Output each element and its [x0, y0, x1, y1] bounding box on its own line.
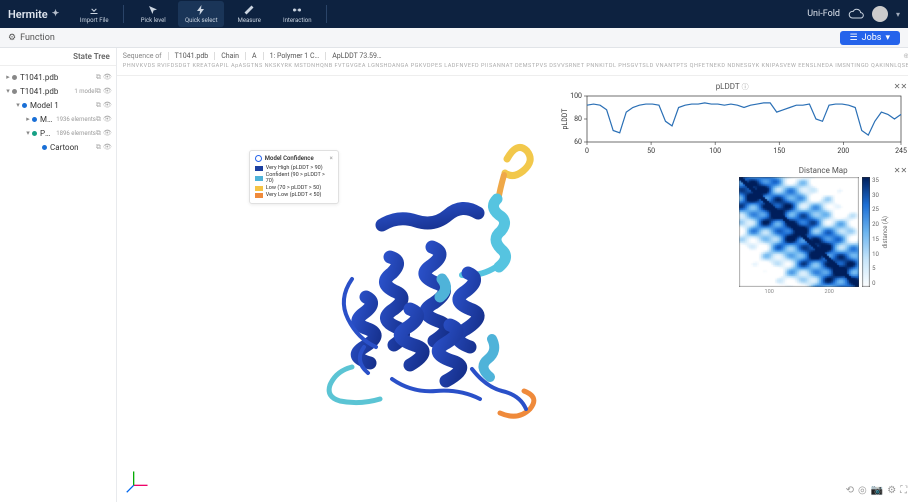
plddt-chart: 60 80 100 0 50 100 150 200 245 pLDDT [557, 92, 907, 156]
tree-node[interactable]: ▾Model 1⧉👁 [0, 98, 116, 112]
avatar[interactable] [872, 6, 888, 22]
seq-crumb-1[interactable]: Chain [214, 52, 239, 60]
tree-node[interactable]: Cartoon⧉👁 [0, 140, 116, 154]
measure-button[interactable]: Measure [226, 1, 272, 27]
svg-text:150: 150 [774, 147, 786, 155]
legend-row: Low (70 > pLDDT > 50) [255, 185, 333, 191]
sequence-label: Sequence of [123, 52, 162, 60]
seq-crumb-3[interactable]: 1: Polymer 1 C… [263, 52, 320, 60]
radio-icon [255, 155, 262, 162]
import-file-button[interactable]: Import File [71, 1, 117, 27]
cursor-icon [147, 4, 159, 16]
settings-icon[interactable]: ⚙ [887, 485, 896, 496]
colorbar-label: distance (Å) [882, 216, 889, 248]
toolbar-group: Import File Pick level Quick select Meas… [71, 1, 331, 27]
function-icon: ⚙ [8, 33, 16, 43]
top-toolbar: Hermite ✦ Import File Pick level Quick s… [0, 0, 908, 28]
svg-text:100: 100 [709, 147, 721, 155]
info-icon[interactable]: ⓘ [742, 83, 749, 91]
legend-close-icon[interactable]: × [330, 155, 333, 162]
svg-text:100: 100 [570, 92, 582, 100]
bolt-icon [195, 4, 207, 16]
legend-row: Confident (90 > pLDDT > 70) [255, 172, 333, 184]
svg-text:50: 50 [647, 147, 655, 155]
svg-text:80: 80 [574, 115, 582, 123]
list-icon: ☰ [850, 33, 858, 43]
fullscreen-icon[interactable]: ⛶ [900, 485, 907, 496]
function-label: Function [20, 33, 55, 43]
viewport-3d[interactable]: Model Confidence × Very High (pLDDT > 90… [117, 76, 908, 502]
tree-node[interactable]: ▾Polymer1896 elements⧉👁 [0, 126, 116, 140]
legend-row: Very High (pLDDT > 90) [255, 165, 333, 171]
state-tree-panel: State Tree ▸T1041.pdb⧉👁▾T1041.pdb1 model… [0, 48, 117, 502]
seq-crumb-0[interactable]: T1041.pdb [168, 52, 209, 60]
cloud-icon[interactable] [848, 6, 864, 22]
brand-sparkle-icon: ✦ [52, 9, 60, 19]
quick-select-button[interactable]: Quick select [178, 1, 224, 27]
state-tree: ▸T1041.pdb⧉👁▾T1041.pdb1 model⧉👁▾Model 1⧉… [0, 66, 116, 502]
protein-structure [292, 129, 612, 449]
confidence-legend: Model Confidence × Very High (pLDDT > 90… [249, 150, 339, 204]
colorbar: 35302520151050 [862, 177, 879, 287]
distance-heatmap: 100200 [739, 177, 859, 287]
center-panel: Sequence of T1041.pdb Chain A 1: Polymer… [117, 48, 908, 502]
product-label: Uni-Fold [807, 9, 840, 19]
pick-level-button[interactable]: Pick level [130, 1, 176, 27]
tree-node[interactable]: ▸Model1936 elements⧉👁 [0, 112, 116, 126]
jobs-button[interactable]: ☰ Jobs ▾ [840, 31, 900, 45]
download-icon [88, 4, 100, 16]
focus-icon[interactable]: ◎ [858, 485, 867, 496]
interaction-icon [291, 4, 303, 16]
dmap-close-icon[interactable]: ✕✕ [894, 166, 907, 175]
svg-text:pLDDT: pLDDT [561, 108, 569, 130]
screenshot-icon[interactable]: 📷 [871, 485, 883, 496]
top-right: Uni-Fold ▾ [807, 6, 900, 22]
svg-text:60: 60 [574, 138, 582, 146]
seq-crumb-4[interactable]: ApLDDT 73.59… [325, 52, 381, 60]
chevron-down-icon: ▾ [885, 33, 890, 43]
axis-gizmo-icon [125, 468, 151, 494]
plddt-close-icon[interactable]: ✕✕ [894, 82, 907, 91]
tree-node[interactable]: ▾T1041.pdb1 model⧉👁 [0, 84, 116, 98]
function-bar: ⚙ Function ☰ Jobs ▾ [0, 28, 908, 48]
chevron-down-icon[interactable]: ▾ [896, 10, 900, 19]
legend-row: Very Low (pLDDT < 50) [255, 192, 333, 198]
tree-node[interactable]: ▸T1041.pdb⧉👁 [0, 70, 116, 84]
distance-map-panel: Distance Map✕✕ 100200 35302520151050 dis… [739, 166, 907, 287]
svg-text:0: 0 [585, 147, 589, 155]
brand-name: Hermite [8, 8, 48, 21]
svg-text:200: 200 [838, 147, 850, 155]
ruler-icon [243, 4, 255, 16]
sequence-settings-icon[interactable]: ⊕ [903, 52, 908, 60]
plddt-panel: pLDDT ⓘ ✕✕ 60 80 100 0 50 100 150 200 245 pLDDT [557, 82, 907, 158]
svg-text:245: 245 [895, 147, 907, 155]
main: State Tree ▸T1041.pdb⧉👁▾T1041.pdb1 model… [0, 48, 908, 502]
state-tree-header: State Tree [0, 48, 116, 66]
sequence-bar: Sequence of T1041.pdb Chain A 1: Polymer… [117, 48, 908, 76]
seq-crumb-2[interactable]: A [245, 52, 257, 60]
sequence-text: PHNVKVDS RVIFDSDGT KREATGAPIL ApASGTNS N… [123, 63, 908, 69]
reset-view-icon[interactable]: ⟲ [846, 485, 854, 496]
viewport-tools: ⟲ ◎ 📷 ⚙ ⛶ [846, 485, 908, 496]
brand: Hermite ✦ [8, 8, 59, 21]
interaction-button[interactable]: Interaction [274, 1, 320, 27]
